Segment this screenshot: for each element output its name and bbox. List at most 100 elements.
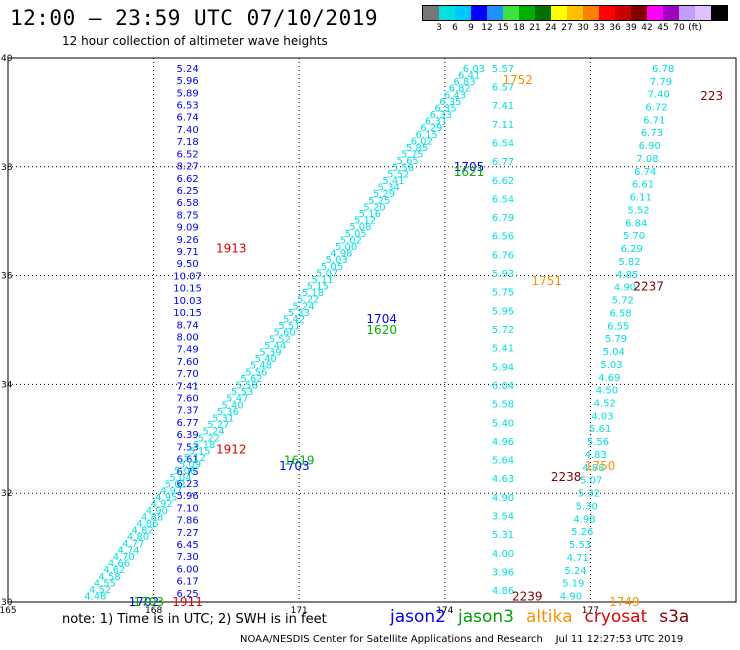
wave-height-value: 5.40 (492, 418, 514, 429)
wave-height-value: 5.52 (387, 169, 409, 180)
colorbar-label: 12 (481, 23, 493, 33)
pass-label: 2237 (633, 279, 664, 293)
wave-height-value: 6.56 (492, 232, 514, 243)
wave-height-value: 5.96 (176, 491, 198, 502)
wave-height-value: 5.15 (307, 282, 329, 293)
colorbar-swatch (695, 6, 711, 20)
wave-height-value: 4.77 (122, 539, 144, 550)
colorbar-label: 6 (452, 23, 458, 33)
wave-height-value: 4.96 (492, 437, 514, 448)
wave-height-colorbar: 3 6 9 12 15 18 21 24 27 30 33 36 39 42 45 70 (ft) (422, 5, 728, 35)
colorbar-swatches (422, 5, 728, 21)
longitude-tick-label: 168 (145, 606, 162, 616)
colorbar-label: 27 (561, 23, 573, 33)
wave-height-value: 9.09 (176, 223, 198, 234)
wave-height-value: 5.24 (564, 566, 586, 577)
wave-height-value: 6.75 (176, 467, 198, 478)
wave-height-value: 10.15 (173, 284, 202, 295)
wave-height-value: 4.03 (591, 411, 613, 422)
wave-height-value: 5.53 (569, 540, 591, 551)
wave-height-value: 5.60 (274, 328, 296, 339)
wave-height-value: 5.24 (203, 427, 225, 438)
wave-height-value: 7.27 (176, 528, 198, 539)
legend-entry: jason2 (390, 607, 446, 627)
wave-height-value: 5.00 (335, 242, 357, 253)
wave-height-value: 6.55 (607, 321, 629, 332)
wave-height-value: 4.86 (136, 519, 158, 530)
wave-height-value: 5.85 (406, 143, 428, 154)
wave-height-value: 5.29 (373, 189, 395, 200)
latitude-tick-label: 34 (1, 380, 13, 390)
wave-height-value: 5.09 (179, 460, 201, 471)
pass-label: 1752 (502, 73, 533, 87)
wave-height-value: 6.03 (463, 64, 485, 75)
wave-height-value: 4.97 (160, 486, 182, 497)
wave-height-value: 4.90 (560, 592, 582, 603)
wave-height-value: 4.98 (573, 514, 595, 525)
wave-height-value: 5.52 (627, 205, 649, 216)
latitude-tick-label: 40 (1, 54, 13, 64)
wave-height-value: 6.43 (444, 90, 466, 101)
wave-height-value: 5.70 (623, 231, 645, 242)
wave-height-value: 6.54 (492, 138, 514, 149)
wave-height-value: 5.56 (245, 367, 267, 378)
legend-entry: cryosat (584, 607, 648, 627)
wave-height-value: 6.76 (492, 250, 514, 261)
wave-height-value: 9.26 (176, 235, 198, 246)
wave-height-value: 6.72 (645, 102, 667, 113)
wave-height-value: 5.04 (603, 347, 625, 358)
wave-height-value: 5.07 (316, 268, 338, 279)
pass-label: 1911 (172, 595, 203, 609)
colorbar-label: 9 (468, 23, 474, 33)
colorbar-swatch (663, 6, 679, 20)
wave-height-value: 6.29 (420, 123, 442, 134)
wave-height-value: 4.58 (98, 572, 120, 583)
wave-height-value: 9.71 (176, 247, 198, 258)
colorbar-swatch (631, 6, 647, 20)
colorbar-swatch (455, 6, 471, 20)
wave-height-value: 4.83 (585, 450, 607, 461)
wave-height-value: 5.75 (492, 288, 514, 299)
wave-height-value: 6.61 (176, 455, 198, 466)
wave-height-value: 4.74 (117, 545, 139, 556)
wave-height-value: 5.72 (612, 296, 634, 307)
legend-entry: s3a (659, 607, 690, 627)
wave-height-value: 9.50 (176, 259, 198, 270)
wave-height-value: 4.98 (330, 249, 352, 260)
wave-height-value: 5.75 (401, 150, 423, 161)
wave-height-value: 4.82 (132, 526, 154, 537)
wave-height-value: 5.95 (492, 306, 514, 317)
wave-height-value: 4.63 (492, 474, 514, 485)
wave-height-value: 5.24 (292, 301, 314, 312)
wave-height-value: 5.36 (217, 407, 239, 418)
wave-height-value: 7.53 (176, 442, 198, 453)
wave-height-value: 5.31 (212, 413, 234, 424)
colorbar-label: 3 (436, 23, 442, 33)
colorbar-swatch (599, 6, 615, 20)
wave-height-value: 5.41 (492, 344, 514, 355)
wave-height-value: 5.12 (184, 453, 206, 464)
wave-height-value: 6.62 (492, 176, 514, 187)
wave-height-value: 5.42 (283, 315, 305, 326)
wave-height-value: 6.53 (176, 101, 198, 112)
wave-height-value: 4.50 (596, 386, 618, 397)
map-subtitle: 12 hour collection of altimeter wave hei… (62, 34, 328, 48)
colorbar-swatch (647, 6, 663, 20)
wave-height-value: 6.31 (425, 117, 447, 128)
wave-height-value: 6.00 (176, 564, 198, 575)
wave-height-value: 5.65 (397, 156, 419, 167)
colorbar-swatch (519, 6, 535, 20)
wave-height-value: 3.96 (492, 567, 514, 578)
wave-height-value: 5.30 (576, 501, 598, 512)
wave-height-value: 10.07 (173, 271, 202, 282)
wave-height-value: 5.03 (600, 360, 622, 371)
wave-height-value: 6.15 (415, 130, 437, 141)
wave-height-value: 5.04 (169, 473, 191, 484)
wave-height-value: 5.79 (605, 334, 627, 345)
colorbar-swatch (679, 6, 695, 20)
wave-height-value: 6.61 (632, 180, 654, 191)
wave-height-value: 8.74 (176, 320, 198, 331)
wave-height-value: 6.17 (176, 577, 198, 588)
wave-height-value: 5.18 (302, 288, 324, 299)
wave-height-value: 7.60 (176, 394, 198, 405)
